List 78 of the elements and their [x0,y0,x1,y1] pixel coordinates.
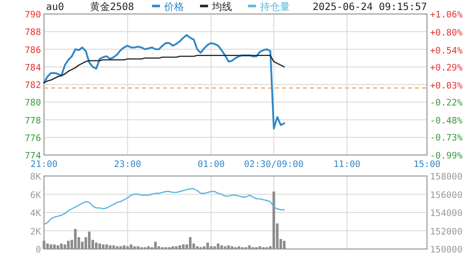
chart-title: 黄金2508 [90,1,134,13]
y2-tick-label: +0.54% [430,46,464,56]
legend-label: 均线 [211,1,232,13]
bar [102,244,104,249]
bar [133,246,136,249]
bar [272,192,276,249]
y2-tick-label: 154000 [430,209,463,219]
bar [112,245,115,249]
bar [122,245,126,249]
bar [130,244,132,249]
x-tick-label: 15:00 [413,160,441,170]
bar [46,244,49,249]
y-tick-label: 0 [36,246,41,256]
bar [147,246,150,249]
line-series [43,188,285,225]
bar [227,245,230,249]
y2-tick-label: +0.29% [430,63,464,74]
bar [230,246,234,249]
line-series [43,54,285,84]
bar [238,246,240,249]
y2-tick-label: +0.80% [430,28,464,38]
bar [50,244,52,249]
y-tick-label: 788 [24,28,41,38]
bar [53,244,56,249]
x-tick-label: 02:30/09:00 [244,160,304,170]
bar [74,228,77,249]
bar [42,240,46,249]
y2-tick-label: 150000 [430,246,463,256]
text: au0 [46,2,64,13]
bar [224,246,226,249]
bar [216,244,220,249]
legend-label: 持仓量 [260,1,290,13]
y-tick-label: 790 [24,10,41,20]
legend-label: 价格 [163,1,184,13]
y2-tick-label: 156000 [430,190,463,201]
y-tick-label: 2K [30,227,42,238]
y-tick-label: 780 [24,98,41,109]
bar [108,245,112,249]
bar [188,237,192,249]
bar [136,246,140,249]
y-tick-label: 786 [24,46,41,56]
bar [64,244,66,249]
y-tick-label: 8K [30,172,42,182]
line-series [43,34,286,130]
bar [56,245,60,249]
y2-tick-label: -0.22% [430,98,464,109]
y2-tick-label: -0.48% [430,116,464,126]
bar [98,244,102,249]
bar [94,242,98,249]
y-tick-label: 776 [24,134,41,144]
y2-tick-label: 158000 [430,172,463,182]
y-tick-label: 778 [24,116,41,126]
x-tick-label: 23:00 [114,160,142,170]
x-tick-label: 21:00 [30,160,58,170]
x-tick-label: 01:00 [198,160,225,170]
y2-tick-label: -0.73% [430,134,464,144]
y-tick-label: 4K [30,209,42,219]
bar [248,245,251,249]
bar [67,240,70,249]
y2-tick-label: 152000 [430,227,463,238]
bar [60,244,63,249]
y-tick-label: 782 [24,81,41,91]
y2-tick-label: +1.06% [430,10,464,20]
bar [88,232,91,249]
bar [178,245,182,249]
chart-subtitle: 2025-06-24 09:15:57 [312,2,427,13]
bar [282,240,286,249]
bar [105,244,108,249]
bar [220,245,223,249]
y2-tick-label: +0.03% [430,81,464,92]
y-tick-label: 784 [24,63,41,74]
bar [182,244,185,249]
bar [206,242,209,249]
y-tick-label: 774 [24,152,41,162]
y2-tick-label: -0.99% [430,152,464,162]
y-tick-label: 6K [30,190,42,201]
bar [154,242,157,249]
x-tick-label: 11:00 [333,160,360,170]
